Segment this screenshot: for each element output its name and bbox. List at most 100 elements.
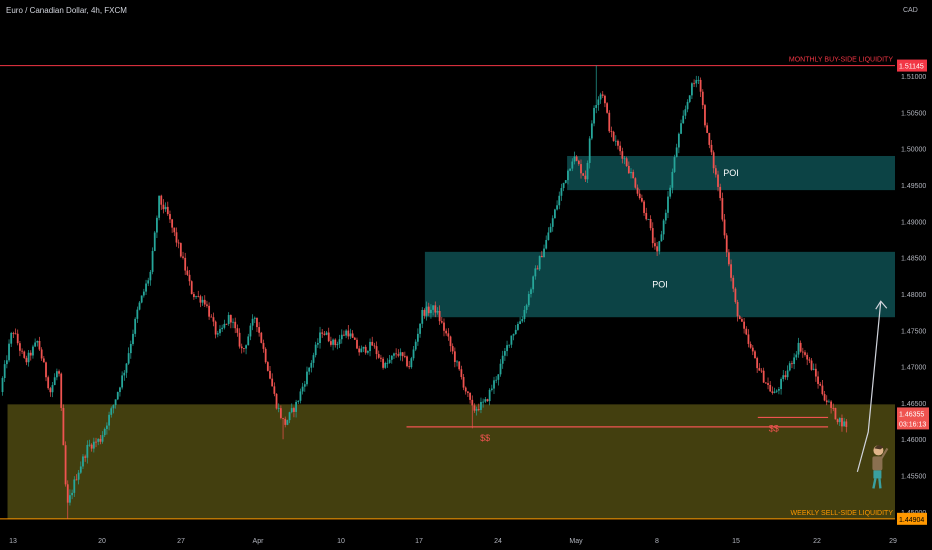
candle-body: [338, 339, 341, 345]
candle-body: [606, 103, 608, 113]
zone-sell-zone: [7, 404, 896, 520]
candle-body: [212, 317, 215, 322]
candle-body: [671, 171, 674, 188]
candle-body: [425, 306, 428, 316]
candle-body: [480, 401, 482, 410]
y-axis[interactable]: CAD 1.51000 1.50500 1.50000 1.49500 1.49000 1.…: [897, 7, 929, 525]
x-axis[interactable]: 13 20 27 Apr 10 17 24 May 8 15 22 29: [9, 538, 897, 545]
candle-body: [190, 281, 193, 295]
candle-body: [158, 195, 160, 218]
candle-body: [467, 391, 469, 393]
candle-body: [434, 305, 437, 313]
candle-body: [843, 421, 846, 427]
candle-body: [177, 242, 180, 244]
candle-body: [469, 392, 471, 400]
candle-body: [373, 345, 376, 347]
candle-body: [523, 309, 526, 320]
candle-body: [380, 357, 382, 359]
candle-body: [1, 378, 4, 393]
candle-body: [197, 296, 200, 297]
zone-label-poi-lower: POI: [652, 280, 668, 290]
candle-body: [514, 329, 517, 335]
candle-body: [558, 195, 561, 206]
candle-body: [371, 341, 374, 346]
candle-body: [62, 407, 65, 446]
candle-body: [717, 174, 719, 187]
candle-body: [749, 343, 752, 348]
candle-body: [560, 188, 563, 196]
candle-body: [775, 390, 778, 392]
candle-body: [105, 425, 108, 429]
candle-body: [588, 138, 591, 163]
candle-body: [493, 380, 495, 389]
candle-body: [258, 327, 261, 333]
candle-body: [460, 369, 463, 378]
candle-body: [647, 219, 650, 220]
candle-body: [799, 342, 802, 352]
zone-label-poi-upper: POI: [723, 168, 739, 178]
candle-body: [680, 123, 682, 134]
candle-body: [334, 339, 337, 346]
candle-body: [804, 352, 806, 355]
candle-body: [836, 419, 839, 423]
candle-body: [86, 444, 89, 458]
candle-body: [712, 152, 715, 169]
candle-body: [132, 333, 134, 344]
candle-body: [762, 370, 765, 383]
candle-body: [97, 438, 100, 442]
candle-body: [92, 441, 95, 449]
candle-body: [169, 214, 171, 220]
candle-body: [808, 359, 811, 361]
candle-body: [140, 295, 143, 303]
candle-body: [778, 389, 780, 391]
y-tick-label: 1.48000: [901, 292, 926, 299]
candle-body: [562, 182, 565, 189]
candle-body: [32, 346, 34, 356]
candle-body: [306, 371, 308, 385]
candle-body: [232, 321, 234, 323]
candle-body: [108, 414, 110, 426]
candle-body: [238, 332, 241, 347]
x-tick-label: 10: [337, 538, 345, 545]
y-tick-label: 1.45500: [901, 474, 926, 481]
candle-body: [249, 325, 252, 337]
candle-body: [828, 401, 830, 403]
candle-body: [36, 340, 39, 343]
candle-body: [282, 418, 284, 419]
candle-body: [47, 377, 50, 389]
current-price-label: 1.46355: [899, 411, 924, 418]
candle-body: [814, 368, 817, 377]
candle-body: [643, 201, 645, 213]
candle-body: [527, 294, 530, 306]
candle-body: [119, 387, 121, 393]
projection-line: [856, 301, 882, 473]
candle-body: [477, 409, 480, 410]
candle-body: [38, 340, 41, 350]
candle-body: [593, 107, 595, 124]
candle-body: [501, 355, 504, 364]
candle-body: [251, 318, 254, 326]
zone-poi-lower: [424, 251, 895, 318]
candle-body: [290, 408, 293, 413]
candle-body: [260, 332, 263, 343]
zone-poi-upper: [567, 155, 895, 191]
candle-body: [614, 140, 617, 142]
candle-body: [75, 479, 78, 481]
candle-body: [345, 330, 348, 336]
candle-body: [175, 232, 178, 243]
candle-body: [273, 386, 276, 394]
candle-body: [453, 351, 456, 363]
candle-body: [182, 256, 184, 258]
candle-body: [136, 309, 139, 319]
candle-body: [423, 309, 426, 316]
candle-body: [551, 218, 554, 227]
candle-body: [42, 358, 45, 363]
y-tick-label: 1.46500: [901, 401, 926, 408]
candle-body: [697, 79, 700, 81]
candle-body: [399, 352, 402, 356]
candle-body: [358, 348, 361, 353]
candle-body: [40, 349, 43, 359]
candle-body: [817, 376, 819, 384]
candle-body: [25, 357, 28, 363]
